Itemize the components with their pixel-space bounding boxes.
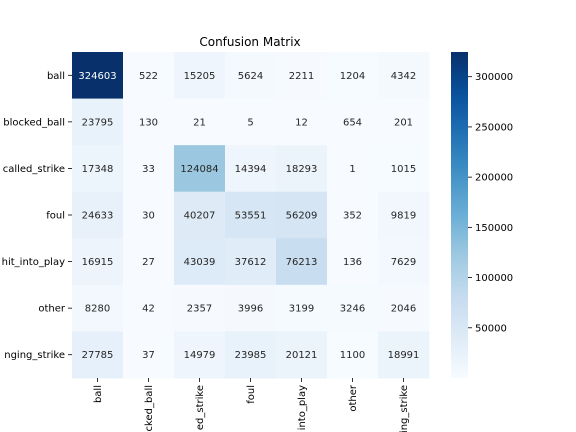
cell-value-label: 14979 bbox=[184, 350, 216, 361]
x-tick-label: into_play bbox=[297, 385, 308, 430]
y-tick-label: nging_strike bbox=[4, 350, 65, 361]
x-tick-label: ing_strike bbox=[399, 385, 410, 432]
cell-value-label: 18293 bbox=[286, 164, 318, 175]
cell-value-label: 4342 bbox=[391, 71, 416, 82]
cell-value-label: 2357 bbox=[187, 304, 212, 315]
y-tick-label: other bbox=[38, 304, 66, 315]
cell-value-label: 17348 bbox=[82, 164, 114, 175]
cell-value-label: 201 bbox=[394, 117, 413, 128]
cell-value-label: 2211 bbox=[289, 71, 314, 82]
cell-value-label: 130 bbox=[139, 117, 158, 128]
cell-value-label: 76213 bbox=[286, 257, 318, 268]
x-tick-label: cked_ball bbox=[144, 385, 155, 431]
cell-value-label: 40207 bbox=[184, 211, 216, 222]
cell-value-label: 14394 bbox=[235, 164, 267, 175]
colorbar-gradient bbox=[451, 52, 468, 378]
x-tick-label: ed_strike bbox=[195, 385, 206, 430]
cell-value-label: 352 bbox=[343, 211, 362, 222]
cell-value-label: 1015 bbox=[391, 164, 416, 175]
cell-value-label: 8280 bbox=[85, 304, 110, 315]
cell-value-label: 5 bbox=[247, 117, 253, 128]
cell-value-label: 3199 bbox=[289, 304, 314, 315]
colorbar: 50000 100000 150000 200000 250000 300000 bbox=[451, 52, 513, 378]
y-tick-label: hit_into_play bbox=[2, 257, 65, 268]
cell-value-label: 37612 bbox=[235, 257, 267, 268]
cell-value-label: 20121 bbox=[286, 350, 318, 361]
colorbar-tick-label: 50000 bbox=[475, 323, 507, 334]
cell-value-label: 18991 bbox=[388, 350, 420, 361]
x-tick-label: ball bbox=[93, 385, 104, 403]
cell-value-label: 12 bbox=[295, 117, 308, 128]
y-tick-label: foul bbox=[46, 211, 65, 222]
x-tick-label: other bbox=[348, 384, 359, 412]
colorbar-tick-label: 300000 bbox=[475, 72, 513, 83]
cell-value-label: 654 bbox=[343, 117, 362, 128]
cell-value-label: 3246 bbox=[340, 304, 365, 315]
y-tick-label: blocked_ball bbox=[3, 117, 65, 128]
cell-value-label: 522 bbox=[139, 71, 158, 82]
cell-value-label: 16915 bbox=[82, 257, 114, 268]
cell-value-label: 42 bbox=[142, 304, 155, 315]
y-tick-label: called_strike bbox=[3, 164, 65, 175]
x-tick-label: foul bbox=[246, 385, 257, 404]
cell-value-label: 27 bbox=[142, 257, 155, 268]
chart-title: Confusion Matrix bbox=[199, 35, 300, 49]
cell-value-label: 33 bbox=[142, 164, 155, 175]
cell-value-label: 24633 bbox=[82, 211, 114, 222]
cell-value-label: 1100 bbox=[340, 350, 365, 361]
cell-value-label: 23795 bbox=[82, 117, 114, 128]
cell-value-label: 5624 bbox=[238, 71, 263, 82]
cell-value-label: 15205 bbox=[184, 71, 216, 82]
cell-value-label: 3996 bbox=[238, 304, 263, 315]
cell-value-label: 136 bbox=[343, 257, 362, 268]
cell-value-label: 37 bbox=[142, 350, 155, 361]
cell-value-label: 30 bbox=[142, 211, 155, 222]
cell-value-label: 27785 bbox=[82, 350, 114, 361]
colorbar-tick-label: 150000 bbox=[475, 223, 513, 234]
cell-value-label: 7629 bbox=[391, 257, 416, 268]
cell-value-label: 1 bbox=[349, 164, 355, 175]
cell-value-label: 21 bbox=[193, 117, 206, 128]
cell-value-label: 23985 bbox=[235, 350, 267, 361]
cell-value-label: 9819 bbox=[391, 211, 416, 222]
colorbar-tick-label: 200000 bbox=[475, 173, 513, 184]
cell-value-label: 53551 bbox=[235, 211, 267, 222]
y-tick-label: ball bbox=[47, 71, 65, 82]
colorbar-tick-label: 250000 bbox=[475, 122, 513, 133]
cell-value-label: 1204 bbox=[340, 71, 365, 82]
cell-value-label: 324603 bbox=[78, 71, 116, 82]
cell-value-label: 43039 bbox=[184, 257, 216, 268]
heatmap-cells: 324603 522 15205 5624 2211 1204 434223795 130 21… bbox=[72, 52, 430, 379]
cell-value-label: 56209 bbox=[286, 211, 318, 222]
colorbar-tick-label: 100000 bbox=[475, 273, 513, 284]
cell-value-label: 2046 bbox=[391, 304, 416, 315]
cell-value-label: 124084 bbox=[180, 164, 218, 175]
x-axis: ball cked_ball ed_strike foul into_play other… bbox=[93, 378, 410, 432]
